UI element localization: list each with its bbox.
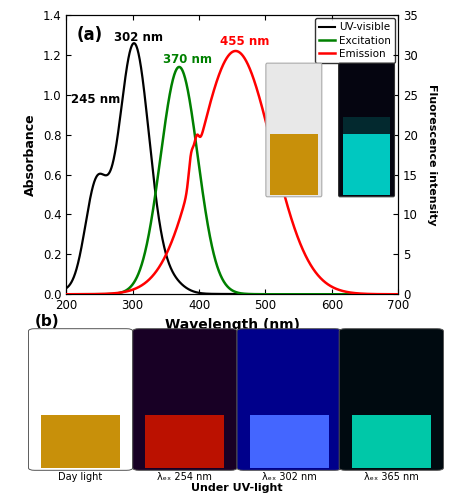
Text: 302 nm: 302 nm	[114, 31, 163, 44]
Text: Under UV-light: Under UV-light	[191, 483, 283, 493]
Text: (a): (a)	[76, 26, 102, 44]
Y-axis label: Fluorescence intensity: Fluorescence intensity	[428, 84, 438, 225]
FancyBboxPatch shape	[339, 328, 444, 470]
FancyBboxPatch shape	[338, 63, 394, 197]
Bar	[352, 415, 431, 468]
Bar	[343, 117, 390, 134]
Bar	[270, 134, 318, 195]
Text: 455 nm: 455 nm	[220, 35, 270, 48]
FancyBboxPatch shape	[266, 63, 322, 197]
Bar	[343, 134, 390, 195]
X-axis label: Wavelength (nm): Wavelength (nm)	[165, 318, 300, 331]
Bar	[41, 415, 120, 468]
Text: Day light: Day light	[58, 472, 103, 482]
Y-axis label: Absorbance: Absorbance	[24, 113, 37, 196]
Text: λₑₓ 365 nm: λₑₓ 365 nm	[364, 472, 419, 482]
Bar	[249, 415, 329, 468]
Bar	[145, 415, 225, 468]
Text: 245 nm: 245 nm	[71, 93, 120, 106]
Text: (b): (b)	[35, 314, 59, 329]
FancyBboxPatch shape	[237, 328, 341, 470]
Text: 370 nm: 370 nm	[163, 53, 211, 66]
Text: λₑₓ 302 nm: λₑₓ 302 nm	[262, 472, 317, 482]
FancyBboxPatch shape	[28, 328, 133, 470]
Text: λₑₓ 254 nm: λₑₓ 254 nm	[157, 472, 212, 482]
Legend: UV-visible, Excitation, Emission: UV-visible, Excitation, Emission	[315, 18, 395, 63]
FancyBboxPatch shape	[133, 328, 237, 470]
